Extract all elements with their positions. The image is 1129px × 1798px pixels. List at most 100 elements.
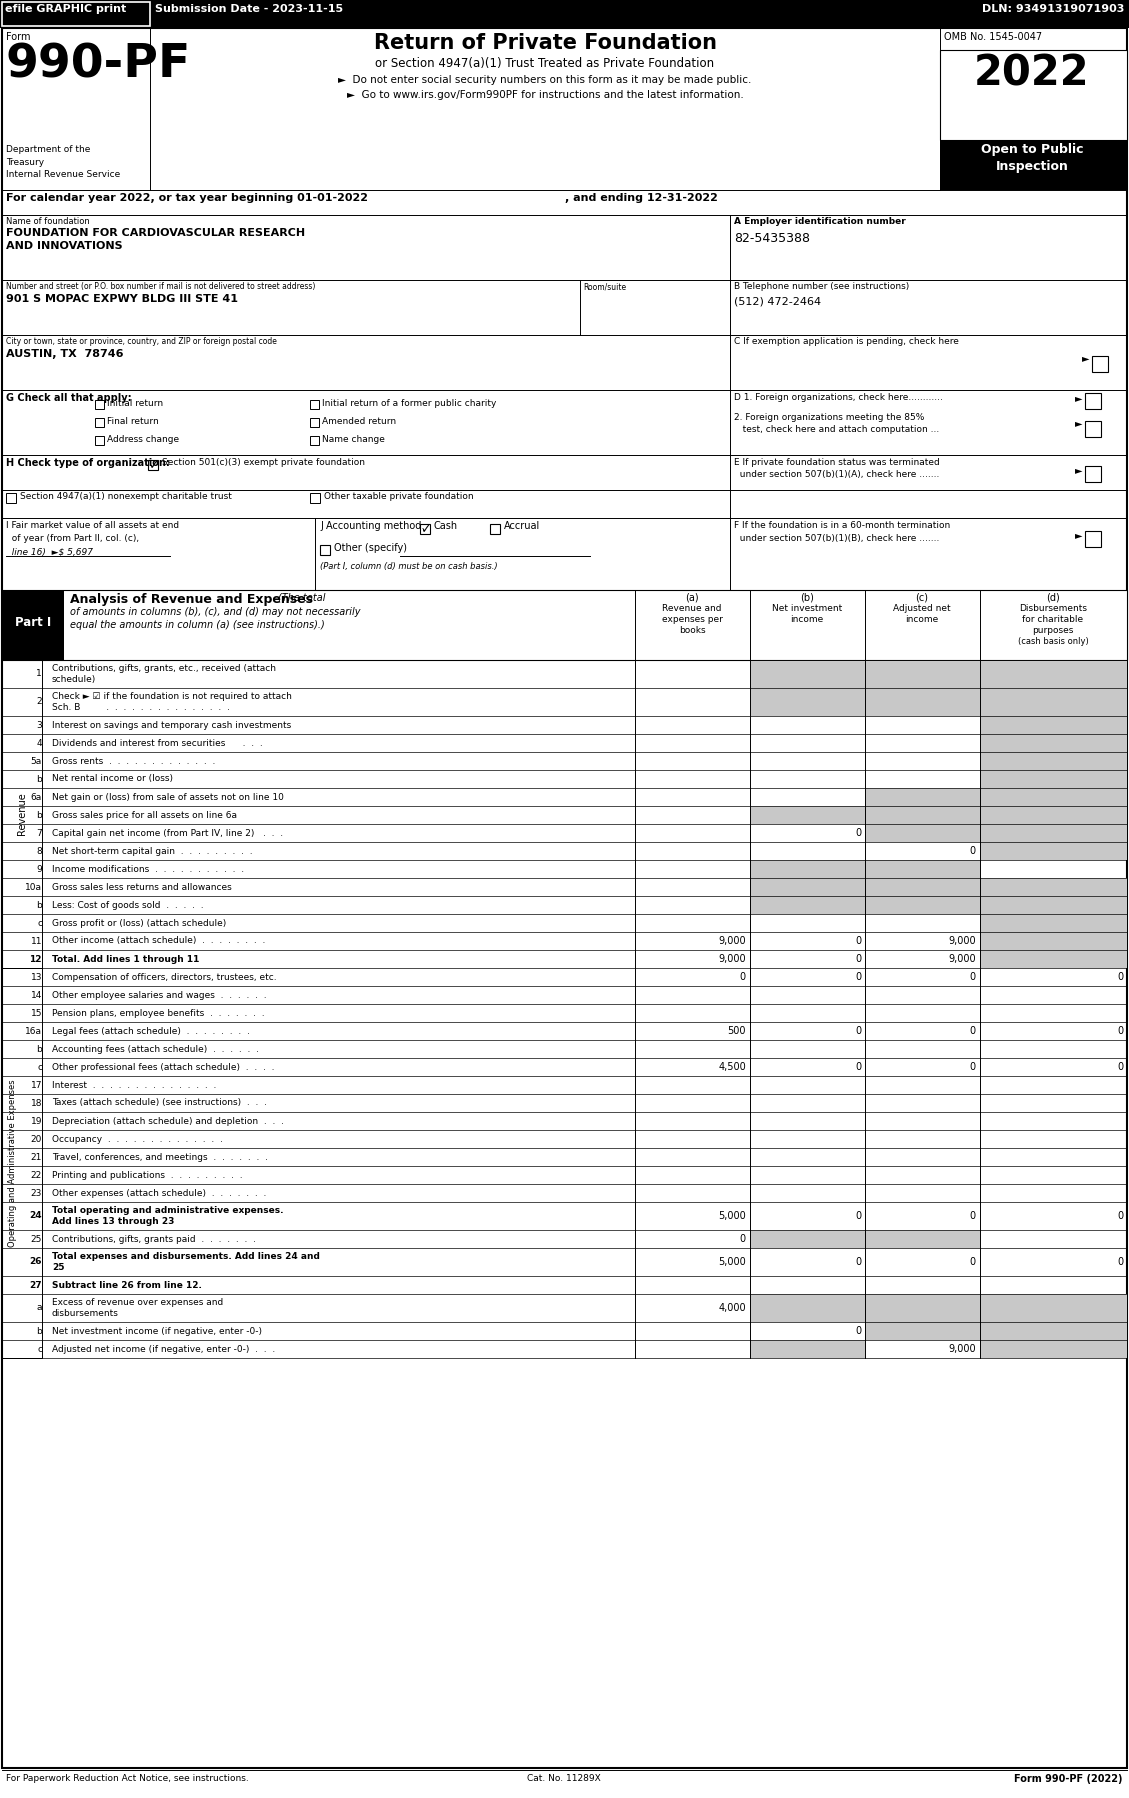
Text: Room/suite: Room/suite bbox=[583, 282, 627, 291]
Text: Accounting fees (attach schedule)  .  .  .  .  .  .: Accounting fees (attach schedule) . . . … bbox=[52, 1045, 259, 1054]
Text: b: b bbox=[36, 775, 42, 784]
Text: 5a: 5a bbox=[30, 757, 42, 766]
Text: Treasury: Treasury bbox=[6, 158, 44, 167]
Text: Depreciation (attach schedule) and depletion  .  .  .: Depreciation (attach schedule) and deple… bbox=[52, 1117, 285, 1126]
Text: Cat. No. 11289X: Cat. No. 11289X bbox=[527, 1775, 601, 1784]
Text: 25: 25 bbox=[30, 1235, 42, 1244]
Text: Gross profit or (loss) (attach schedule): Gross profit or (loss) (attach schedule) bbox=[52, 919, 226, 928]
Text: 0: 0 bbox=[855, 1325, 861, 1336]
Text: Pension plans, employee benefits  .  .  .  .  .  .  .: Pension plans, employee benefits . . . .… bbox=[52, 1009, 264, 1018]
Text: Operating and Administrative Expenses: Operating and Administrative Expenses bbox=[9, 1079, 18, 1246]
Text: equal the amounts in column (a) (see instructions).): equal the amounts in column (a) (see ins… bbox=[70, 620, 325, 629]
Text: Check ► ☑ if the foundation is not required to attach: Check ► ☑ if the foundation is not requi… bbox=[52, 692, 292, 701]
Bar bbox=[980, 752, 1127, 770]
Text: I Fair market value of all assets at end: I Fair market value of all assets at end bbox=[6, 521, 180, 530]
Bar bbox=[980, 689, 1127, 716]
Bar bbox=[865, 788, 980, 806]
Text: of amounts in columns (b), (c), and (d) may not necessarily: of amounts in columns (b), (c), and (d) … bbox=[70, 608, 360, 617]
Text: Final return: Final return bbox=[107, 417, 159, 426]
Text: For calendar year 2022, or tax year beginning 01-01-2022: For calendar year 2022, or tax year begi… bbox=[6, 192, 368, 203]
Text: Department of the: Department of the bbox=[6, 146, 90, 155]
Text: (a): (a) bbox=[685, 592, 699, 602]
Text: 0: 0 bbox=[1117, 1027, 1123, 1036]
Text: 14: 14 bbox=[30, 991, 42, 1000]
Bar bbox=[940, 140, 1127, 191]
Bar bbox=[750, 660, 865, 689]
Text: DLN: 93491319071903: DLN: 93491319071903 bbox=[981, 4, 1124, 14]
Text: 13: 13 bbox=[30, 973, 42, 982]
Bar bbox=[1085, 421, 1101, 437]
Text: 4,500: 4,500 bbox=[718, 1063, 746, 1072]
Bar bbox=[980, 913, 1127, 931]
Text: 27: 27 bbox=[29, 1280, 42, 1289]
Text: 9,000: 9,000 bbox=[718, 955, 746, 964]
Bar bbox=[490, 523, 500, 534]
Text: 500: 500 bbox=[727, 1027, 746, 1036]
Text: 17: 17 bbox=[30, 1081, 42, 1090]
Text: Return of Private Foundation: Return of Private Foundation bbox=[374, 32, 717, 52]
Bar bbox=[865, 877, 980, 895]
Bar bbox=[980, 806, 1127, 823]
Text: Total expenses and disbursements. Add lines 24 and: Total expenses and disbursements. Add li… bbox=[52, 1251, 320, 1260]
Text: Other income (attach schedule)  .  .  .  .  .  .  .  .: Other income (attach schedule) . . . . .… bbox=[52, 937, 265, 946]
Text: For Paperwork Reduction Act Notice, see instructions.: For Paperwork Reduction Act Notice, see … bbox=[6, 1775, 248, 1784]
Bar bbox=[2, 660, 42, 967]
Text: Inspection: Inspection bbox=[996, 160, 1068, 173]
Text: 20: 20 bbox=[30, 1135, 42, 1144]
Text: 0: 0 bbox=[1117, 1257, 1123, 1268]
Text: 0: 0 bbox=[855, 1257, 861, 1268]
Text: 3: 3 bbox=[36, 721, 42, 730]
Text: Submission Date - 2023-11-15: Submission Date - 2023-11-15 bbox=[155, 4, 343, 14]
Text: Revenue: Revenue bbox=[17, 793, 27, 836]
Text: 901 S MOPAC EXPWY BLDG III STE 41: 901 S MOPAC EXPWY BLDG III STE 41 bbox=[6, 295, 238, 304]
Bar bbox=[980, 770, 1127, 788]
Text: or Section 4947(a)(1) Trust Treated as Private Foundation: or Section 4947(a)(1) Trust Treated as P… bbox=[376, 58, 715, 70]
Text: ►: ► bbox=[1075, 417, 1083, 428]
Text: Total. Add lines 1 through 11: Total. Add lines 1 through 11 bbox=[52, 955, 200, 964]
Bar bbox=[310, 417, 320, 426]
Text: J Accounting method:: J Accounting method: bbox=[320, 521, 425, 530]
Text: Other (specify): Other (specify) bbox=[334, 543, 406, 554]
Text: Name of foundation: Name of foundation bbox=[6, 218, 89, 227]
Bar bbox=[1092, 356, 1108, 372]
Text: 0: 0 bbox=[1117, 973, 1123, 982]
Text: Adjusted net: Adjusted net bbox=[893, 604, 951, 613]
Text: 19: 19 bbox=[30, 1117, 42, 1126]
Text: purposes: purposes bbox=[1032, 626, 1074, 635]
Text: 0: 0 bbox=[855, 1212, 861, 1221]
Bar bbox=[980, 660, 1127, 689]
Text: 0: 0 bbox=[970, 1212, 975, 1221]
Text: Travel, conferences, and meetings  .  .  .  .  .  .  .: Travel, conferences, and meetings . . . … bbox=[52, 1153, 268, 1162]
Bar bbox=[980, 716, 1127, 734]
Text: F If the foundation is in a 60-month termination: F If the foundation is in a 60-month ter… bbox=[734, 521, 951, 530]
Text: Net short-term capital gain  .  .  .  .  .  .  .  .  .: Net short-term capital gain . . . . . . … bbox=[52, 847, 253, 856]
Text: 0: 0 bbox=[855, 1063, 861, 1072]
Text: 0: 0 bbox=[970, 1063, 975, 1072]
Text: FOUNDATION FOR CARDIOVASCULAR RESEARCH: FOUNDATION FOR CARDIOVASCULAR RESEARCH bbox=[6, 228, 305, 237]
Bar bbox=[980, 1340, 1127, 1357]
Text: 12: 12 bbox=[29, 955, 42, 964]
Text: 2022: 2022 bbox=[974, 52, 1089, 93]
Text: Compensation of officers, directors, trustees, etc.: Compensation of officers, directors, tru… bbox=[52, 973, 277, 982]
Bar bbox=[865, 859, 980, 877]
Bar bbox=[865, 689, 980, 716]
Bar bbox=[320, 545, 330, 556]
Bar bbox=[95, 417, 104, 426]
Text: 10a: 10a bbox=[25, 883, 42, 892]
Bar bbox=[980, 895, 1127, 913]
Text: efile GRAPHIC print: efile GRAPHIC print bbox=[5, 4, 126, 14]
Bar bbox=[750, 859, 865, 877]
Text: (cash basis only): (cash basis only) bbox=[1017, 636, 1088, 645]
Text: Other employee salaries and wages  .  .  .  .  .  .: Other employee salaries and wages . . . … bbox=[52, 991, 266, 1000]
Text: Adjusted net income (if negative, enter -0-)  .  .  .: Adjusted net income (if negative, enter … bbox=[52, 1345, 275, 1354]
Text: Name change: Name change bbox=[322, 435, 385, 444]
Text: b: b bbox=[36, 1327, 42, 1336]
Bar bbox=[750, 1230, 865, 1248]
Text: Section 501(c)(3) exempt private foundation: Section 501(c)(3) exempt private foundat… bbox=[161, 458, 365, 467]
Text: c: c bbox=[37, 1345, 42, 1354]
Text: 0: 0 bbox=[1117, 1063, 1123, 1072]
Text: Income modifications  .  .  .  .  .  .  .  .  .  .  .: Income modifications . . . . . . . . . .… bbox=[52, 865, 244, 874]
Text: 0: 0 bbox=[970, 1257, 975, 1268]
Text: Taxes (attach schedule) (see instructions)  .  .  .: Taxes (attach schedule) (see instruction… bbox=[52, 1099, 266, 1108]
Bar bbox=[980, 841, 1127, 859]
